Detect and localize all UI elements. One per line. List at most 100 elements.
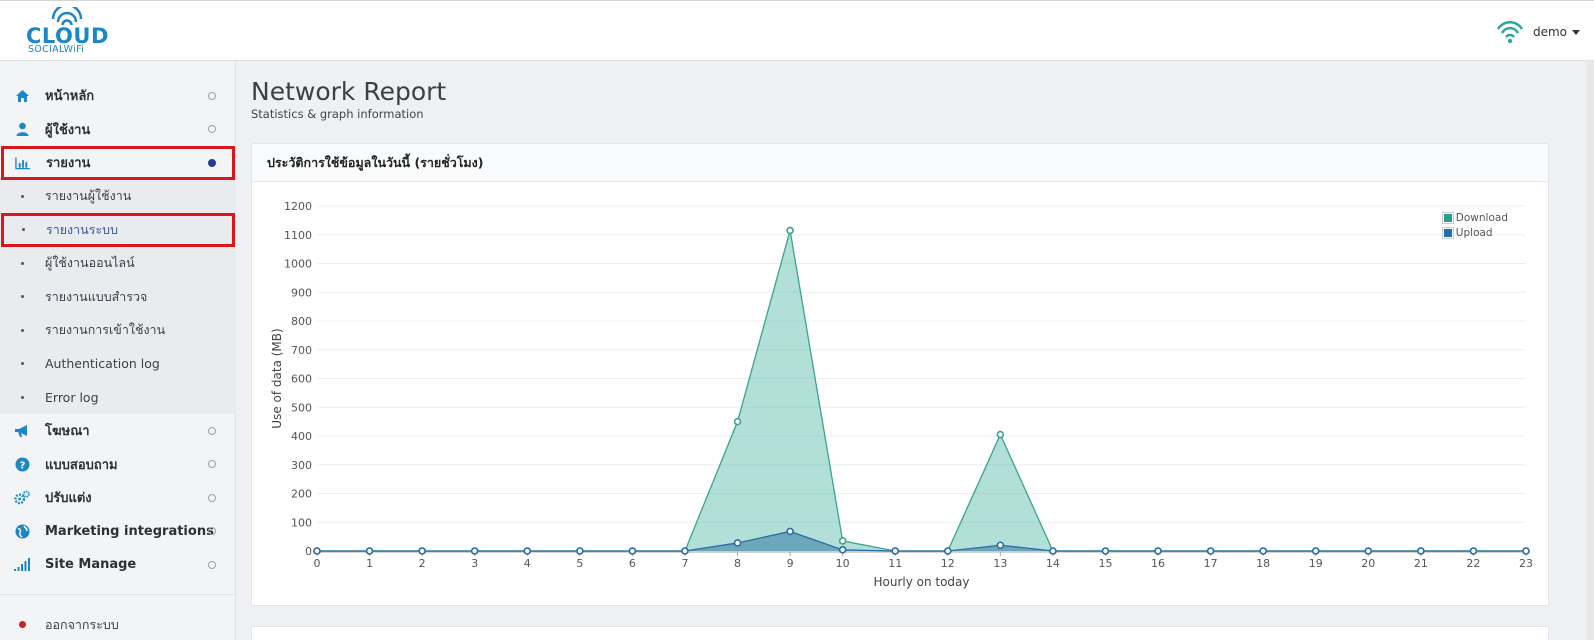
x-tick-label: 1 (366, 557, 373, 570)
status-dot (208, 91, 216, 100)
x-tick-label: 14 (1046, 557, 1060, 570)
svg-text:?: ? (19, 460, 25, 471)
y-tick-label: 900 (291, 286, 312, 299)
y-axis-label: Use of data (MB) (270, 328, 284, 428)
page-title: Network Report (251, 77, 447, 106)
bullet-icon (21, 362, 24, 366)
x-tick-label: 4 (524, 557, 531, 570)
network-chart: 0100200300400500600700800900100011001200… (270, 200, 1533, 589)
question-icon: ? (14, 456, 30, 472)
brand-name: CLOUD (26, 24, 109, 48)
megaphone-icon (14, 423, 30, 439)
sidebar-item-reports[interactable]: รายงาน (1, 146, 235, 180)
sidebar-item-label: หน้าหลัก (45, 89, 95, 105)
bullet-icon (21, 295, 24, 299)
user-name: demo (1532, 25, 1567, 39)
data-point-upload (943, 547, 952, 555)
submenu-item[interactable]: ผู้ใช้งานออนไลน์ (0, 247, 236, 281)
data-point-download (996, 430, 1005, 439)
gears-icon (14, 490, 30, 506)
data-point-upload (733, 539, 742, 547)
legend-label: Download (1455, 211, 1508, 224)
status-dot-active (208, 158, 216, 167)
y-tick-label: 700 (291, 344, 312, 357)
legend-label: Upload (1455, 226, 1493, 239)
second-panel (251, 626, 1549, 640)
bullet-icon (21, 328, 24, 332)
sidebar-menu: หน้าหลัก ผู้ใช้งาน รายงาน รายงานผู้ใช้งา… (0, 79, 236, 582)
x-tick-label: 21 (1414, 557, 1428, 570)
legend-swatch-download (1441, 211, 1454, 224)
bullet-icon (21, 261, 24, 265)
sidebar-item-settings[interactable]: ปรับแต่ง (0, 481, 236, 515)
page-scrollbar[interactable] (1587, 61, 1594, 640)
data-point-upload (1311, 547, 1320, 555)
submenu-item[interactable]: รายงานผู้ใช้งาน (0, 180, 236, 214)
sidebar-item-label: รายงาน (46, 156, 91, 172)
chart-container: 0 100 200 300 400 500 600 700 800 900 1000 1100 1200… (252, 182, 1548, 605)
page-subtitle: Statistics & graph information (251, 107, 424, 121)
user-menu[interactable]: demo (1495, 17, 1580, 47)
data-point-upload (1154, 547, 1162, 555)
legend-swatch-upload (1441, 226, 1454, 239)
panel-title: ประวัติการใช้ข้อมูลในวันนี้ (รายชั่วโมง) (267, 154, 484, 170)
data-point-upload (786, 527, 794, 536)
legend-item-upload[interactable]: Upload (1441, 225, 1508, 240)
series-line-upload (317, 530, 1526, 552)
data-point-upload (1469, 547, 1478, 555)
x-tick-label: 7 (681, 557, 688, 570)
submenu-item[interactable]: รายงานแบบสำรวจ (0, 280, 236, 314)
y-tick-label: 1000 (284, 258, 312, 271)
legend-item-download[interactable]: Download (1441, 210, 1508, 225)
sidebar-item-label: โฆษณา (45, 424, 90, 440)
data-point-upload (1206, 547, 1215, 555)
data-point-upload (1101, 547, 1110, 555)
submenu-item[interactable]: Error log (0, 381, 236, 415)
sidebar-item-label: ปรับแต่ง (45, 491, 92, 507)
panel-header: ประวัติการใช้ข้อมูลในวันนี้ (รายชั่วโมง) (252, 144, 1548, 182)
home-icon (14, 88, 30, 104)
y-tick-label: 400 (291, 430, 312, 443)
sidebar-item-home[interactable]: หน้าหลัก (0, 79, 236, 113)
brand-logo[interactable]: CLOUD SOCIALWiFi (22, 7, 112, 55)
submenu-item[interactable]: Authentication log (0, 347, 236, 381)
x-tick-label: 3 (471, 557, 478, 570)
status-dot (208, 527, 216, 536)
data-point-upload (365, 547, 374, 555)
y-tick-label: 1200 (284, 200, 312, 213)
data-point-upload (891, 547, 900, 555)
logout-label: ออกจากระบบ (45, 616, 119, 632)
logout-link[interactable]: ออกจากระบบ (0, 594, 236, 640)
x-tick-label: 16 (1151, 557, 1165, 570)
status-dot (208, 125, 216, 134)
x-tick-label: 13 (993, 557, 1007, 570)
series-area-upload (317, 531, 1526, 551)
data-point-upload (576, 547, 584, 555)
sidebar-item-survey[interactable]: ? แบบสอบถาม (0, 448, 236, 482)
data-point-download (838, 537, 847, 545)
x-tick-label: 8 (734, 557, 741, 570)
x-tick-label: 12 (941, 557, 955, 570)
chart-legend: Download Upload (1441, 210, 1508, 240)
submenu-item-label: ผู้ใช้งานออนไลน์ (45, 255, 135, 271)
sidebar-item-site-manage[interactable]: Site Manage (0, 548, 236, 582)
x-axis-label: Hourly on today (873, 575, 969, 589)
data-point-upload (838, 546, 847, 554)
x-tick-label: 10 (836, 557, 850, 570)
sidebar-item-ads[interactable]: โฆษณา (0, 414, 236, 448)
submenu-item[interactable]: รายงานการเข้าใช้งาน (0, 314, 236, 348)
logout-icon (19, 621, 26, 628)
sidebar-item-marketing[interactable]: Marketing integrations (0, 515, 236, 549)
status-dot (208, 493, 216, 502)
user-icon (14, 121, 30, 137)
bullet-icon (22, 228, 25, 232)
submenu-item-label: Error log (45, 389, 99, 405)
bar-chart-icon (15, 155, 31, 171)
y-tick-label: 600 (291, 373, 312, 386)
submenu-item-active[interactable]: รายงานระบบ (1, 213, 235, 247)
sidebar-item-label: ผู้ใช้งาน (45, 122, 91, 138)
sidebar-item-users[interactable]: ผู้ใช้งาน (0, 113, 236, 147)
x-tick-label: 18 (1256, 557, 1270, 570)
x-tick-label: 5 (576, 557, 583, 570)
data-point-upload (628, 547, 637, 555)
